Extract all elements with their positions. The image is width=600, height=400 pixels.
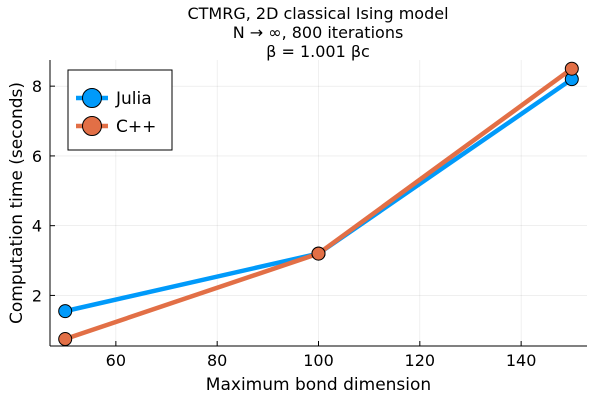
y-tick-label: 2 bbox=[32, 286, 42, 305]
data-point-c bbox=[58, 332, 73, 347]
legend-label-c: C++ bbox=[116, 117, 156, 137]
data-point-c bbox=[311, 246, 326, 261]
chart-title-line: CTMRG, 2D classical Ising model bbox=[187, 4, 448, 23]
legend-marker-c bbox=[82, 116, 102, 136]
legend-label-julia: Julia bbox=[115, 89, 152, 109]
chart-title-line: β = 1.001 βc bbox=[266, 42, 370, 61]
axes bbox=[49, 60, 587, 347]
tick-labels: 60 80 100 120 140 2 4 6 8 bbox=[32, 77, 537, 370]
x-axis-label: Maximum bond dimension bbox=[206, 375, 431, 395]
y-axis-label: Computation time (seconds) bbox=[7, 82, 27, 324]
chart-title-line: N → ∞, 800 iterations bbox=[233, 23, 404, 42]
y-tick-label: 4 bbox=[32, 217, 42, 236]
series bbox=[58, 61, 579, 347]
data-point-julia bbox=[58, 304, 73, 319]
data-point-c bbox=[564, 61, 579, 76]
x-tick-label: 140 bbox=[506, 351, 537, 370]
x-tick-label: 80 bbox=[207, 351, 227, 370]
y-tick-label: 6 bbox=[32, 147, 42, 166]
x-tick-label: 100 bbox=[303, 351, 334, 370]
legend-marker-julia bbox=[82, 88, 102, 108]
legend-box bbox=[67, 69, 173, 151]
y-tick-label: 8 bbox=[32, 77, 42, 96]
legend: Julia C++ bbox=[67, 69, 173, 151]
x-tick-label: 60 bbox=[106, 351, 126, 370]
x-tick-label: 120 bbox=[405, 351, 436, 370]
